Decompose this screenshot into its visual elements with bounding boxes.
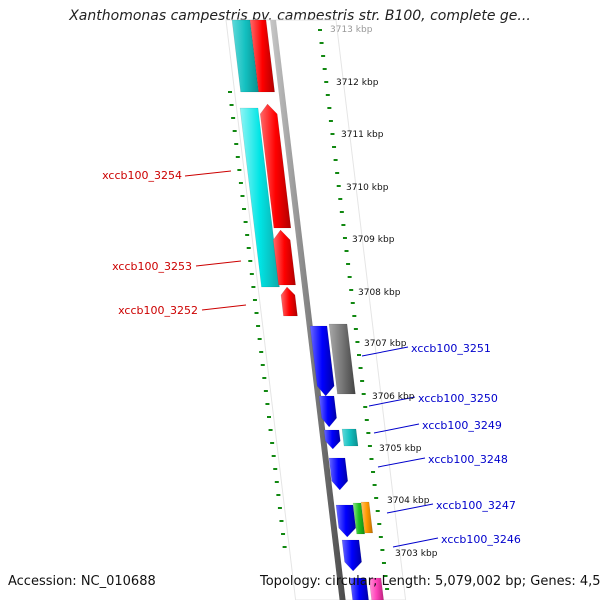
ruler-label: 3710 kbp <box>346 183 389 193</box>
gene-arrow <box>239 107 280 288</box>
gene-label[interactable]: xccb100_3251 <box>411 342 491 355</box>
gene-label[interactable]: xccb100_3248 <box>428 453 508 466</box>
leader-line <box>361 346 409 357</box>
gene-arrow <box>341 428 359 447</box>
ruler: 3713 kbp 3712 kbp 3711 kbp 3710 kbp 3709… <box>330 25 438 559</box>
gene-label[interactable]: xccb100_3247 <box>436 499 516 512</box>
gene-arrow <box>335 504 357 538</box>
gene-label[interactable]: xccb100_3246 <box>441 533 521 546</box>
gene-arrow <box>272 229 296 286</box>
gene-arrow <box>352 502 366 535</box>
ruler-label: 3709 kbp <box>352 235 395 245</box>
gene-arrow <box>280 286 298 317</box>
leader-line <box>184 170 232 177</box>
ruler-label: 3705 kbp <box>379 444 422 454</box>
leader-line <box>386 503 434 514</box>
genome-summary-text: Topology: circular; Length: 5,079,002 bp… <box>260 574 600 589</box>
gene-arrow <box>318 395 337 428</box>
backbone-line <box>270 20 346 600</box>
map-backbone <box>225 19 407 600</box>
gene-arrow <box>323 429 341 450</box>
leader-line <box>373 423 420 434</box>
ruler-label: 3704 kbp <box>387 496 430 506</box>
ruler-label: 3707 kbp <box>364 339 407 349</box>
leader-line <box>368 396 416 407</box>
leader-line <box>377 457 426 468</box>
gene-arrow <box>360 501 374 534</box>
gene-arrow <box>341 539 362 572</box>
gene-arrow <box>368 577 384 600</box>
gene-label[interactable]: xccb100_3253 <box>112 260 192 273</box>
ruler-label: 3711 kbp <box>341 130 384 140</box>
slot-band <box>225 19 407 600</box>
map-title: Xanthomonas campestris pv. campestris st… <box>69 8 531 24</box>
gene-arrow <box>349 577 369 600</box>
ruler-label: 3708 kbp <box>358 288 401 298</box>
gene-arrow <box>249 19 275 93</box>
ruler-label: 3712 kbp <box>336 78 379 88</box>
gene-arrow <box>309 325 335 397</box>
accession-text: Accession: NC_010688 <box>8 574 156 589</box>
gene-label[interactable]: xccb100_3250 <box>418 392 498 405</box>
ruler-label: 3703 kbp <box>395 549 438 559</box>
gene-arrow <box>328 457 349 491</box>
leader-line <box>201 304 247 311</box>
gene-arrow <box>328 323 356 395</box>
gene-labels: xccb100_3254 xccb100_3253 xccb100_3252 x… <box>102 169 521 546</box>
ruler-label: 3706 kbp <box>372 392 415 402</box>
ruler-label: 3713 kbp <box>330 25 373 35</box>
gene-label[interactable]: xccb100_3249 <box>422 419 502 432</box>
tick-marks <box>228 29 390 590</box>
gene-label[interactable]: xccb100_3252 <box>118 304 198 317</box>
leader-line <box>195 260 242 267</box>
gene-arrow <box>259 103 292 229</box>
feature-track <box>231 19 384 600</box>
leader-line <box>392 537 439 548</box>
gene-label[interactable]: xccb100_3254 <box>102 169 182 182</box>
label-leaders <box>184 170 439 548</box>
